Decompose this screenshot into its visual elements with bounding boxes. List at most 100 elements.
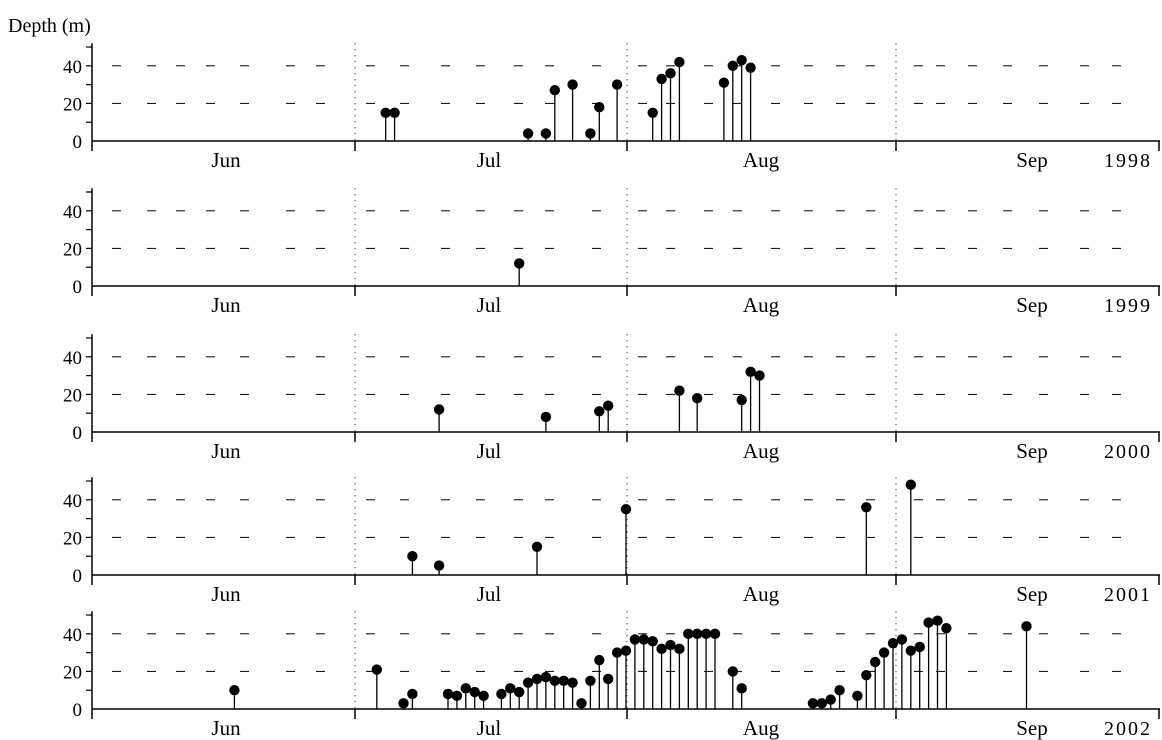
y-tick-label: 20 xyxy=(63,528,82,549)
y-tick-label: 20 xyxy=(63,94,82,115)
data-point xyxy=(674,56,685,68)
data-point xyxy=(594,101,605,113)
panel-1999: 0 20 40 Jun Jul Aug Sep 1999 xyxy=(63,188,1160,317)
data-point xyxy=(914,641,925,653)
data-point xyxy=(531,541,543,552)
data-point xyxy=(754,370,765,381)
panel-2000: 0 20 40 Jun Jul Aug Sep 2000 xyxy=(63,334,1160,463)
data-point xyxy=(647,636,658,647)
data-point xyxy=(736,683,747,694)
data-point xyxy=(514,686,525,698)
data-point xyxy=(540,411,552,423)
data-point xyxy=(460,683,471,694)
year-label: 1999 xyxy=(1104,295,1152,317)
month-label: Jul xyxy=(477,148,502,172)
data-point xyxy=(380,107,391,119)
month-label: Sep xyxy=(1016,148,1048,172)
data-point xyxy=(692,392,703,404)
data-point xyxy=(834,685,845,696)
data-point xyxy=(407,688,418,700)
month-label: Jul xyxy=(477,716,502,740)
data-point xyxy=(736,394,747,406)
data-point xyxy=(674,643,685,655)
y-tick-label: 0 xyxy=(73,423,83,444)
month-label: Aug xyxy=(743,716,780,740)
month-label: Jun xyxy=(211,582,241,606)
data-point xyxy=(611,647,623,658)
month-label: Aug xyxy=(743,148,780,172)
data-point xyxy=(407,551,418,562)
data-point xyxy=(870,656,881,668)
data-point xyxy=(647,107,658,119)
month-label: Aug xyxy=(743,582,780,606)
data-point xyxy=(611,79,623,90)
data-point xyxy=(665,68,676,79)
data-point xyxy=(923,617,934,628)
data-point xyxy=(825,694,836,705)
data-point xyxy=(594,406,605,417)
data-point xyxy=(861,669,872,681)
panel-1998: 0 20 40 Jun Jul Aug Sep 1998 xyxy=(63,43,1160,172)
data-point xyxy=(905,645,916,656)
month-label: Sep xyxy=(1016,716,1048,740)
year-label: 2000 xyxy=(1104,441,1152,463)
y-tick-label: 20 xyxy=(63,385,82,406)
data-point xyxy=(558,675,569,686)
month-label: Sep xyxy=(1016,439,1048,463)
month-label: Jun xyxy=(211,148,241,172)
data-point xyxy=(905,479,916,490)
month-label: Jun xyxy=(211,716,241,740)
data-point xyxy=(656,643,667,655)
data-point xyxy=(531,673,543,685)
data-point xyxy=(478,690,489,702)
data-point xyxy=(745,366,756,378)
data-point xyxy=(514,258,525,269)
y-tick-label: 40 xyxy=(63,625,82,646)
y-tick-label: 0 xyxy=(73,566,83,587)
data-point xyxy=(638,634,649,645)
data-point xyxy=(736,54,747,66)
data-point xyxy=(656,73,667,85)
data-point xyxy=(433,404,445,415)
y-tick-label: 0 xyxy=(73,277,83,298)
data-point xyxy=(1021,621,1032,632)
data-point xyxy=(665,639,676,651)
panel-2001: 0 20 40 Jun Jul Aug Sep 2001 xyxy=(63,477,1160,606)
year-label: 2001 xyxy=(1104,584,1152,606)
data-point xyxy=(540,128,552,139)
data-point xyxy=(496,688,507,700)
data-point xyxy=(807,698,819,709)
data-point xyxy=(941,622,952,634)
data-point xyxy=(727,60,738,71)
y-axis-label: Depth (m) xyxy=(8,15,91,37)
month-label: Jun xyxy=(211,293,241,317)
data-point xyxy=(932,615,943,626)
month-label: Jul xyxy=(477,582,502,606)
panels: 0 20 40 Jun Jul Aug Sep 1998 0 20 40 Jun Jul Aug Sep 19… xyxy=(63,43,1160,740)
data-point xyxy=(620,504,632,515)
data-point xyxy=(567,79,578,90)
data-point xyxy=(629,634,641,645)
data-point xyxy=(469,686,480,698)
data-point xyxy=(603,673,614,685)
data-point xyxy=(549,85,560,96)
data-point xyxy=(433,560,445,571)
month-label: Jun xyxy=(211,439,241,463)
data-point xyxy=(389,107,400,119)
y-tick-label: 0 xyxy=(73,700,83,721)
month-label: Aug xyxy=(743,439,780,463)
y-tick-label: 0 xyxy=(73,132,83,153)
data-point xyxy=(371,664,382,675)
data-point xyxy=(549,675,560,686)
data-point xyxy=(896,634,908,645)
data-point xyxy=(398,698,409,709)
data-point xyxy=(692,628,703,639)
data-point xyxy=(540,671,552,683)
y-tick-label: 20 xyxy=(63,239,82,260)
data-point xyxy=(442,688,454,700)
data-point xyxy=(700,628,712,639)
data-point xyxy=(861,502,872,513)
data-point xyxy=(674,385,685,396)
data-point xyxy=(816,698,827,709)
